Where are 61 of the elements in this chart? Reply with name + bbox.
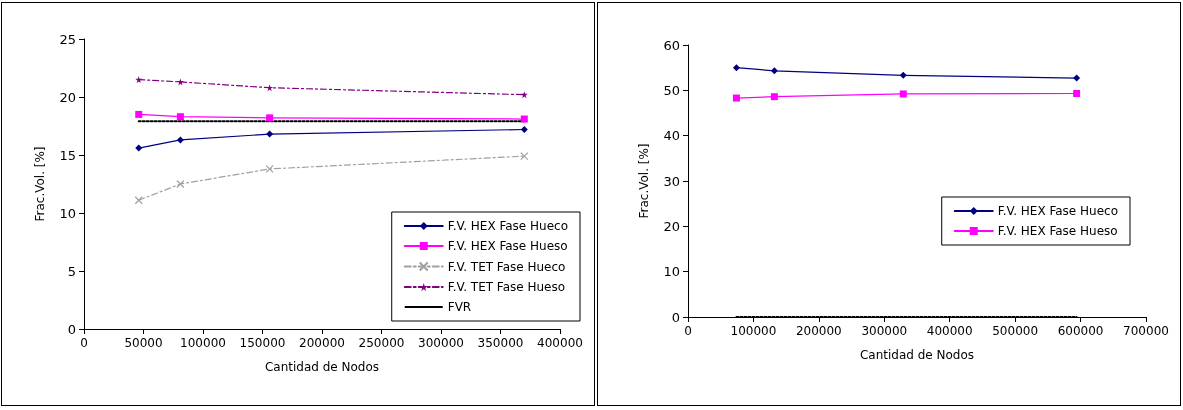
point (134, 196, 143, 205)
point (770, 67, 778, 75)
point (732, 64, 740, 72)
x-tick-label: 200000 (299, 336, 345, 350)
x-tick-label: 200000 (795, 324, 842, 338)
y-tick-label: 20 (59, 89, 76, 105)
y-tick-label: 5 (67, 263, 76, 279)
x-tick-label: 300000 (861, 324, 908, 338)
x-axis-title: Cantidad de Nodos (264, 360, 380, 374)
y-tick-label: 30 (663, 173, 680, 189)
legend-label: F.V. TET Fase Hueco (447, 259, 566, 274)
point (135, 144, 143, 152)
point (1073, 74, 1081, 82)
legend-label: F.V. HEX Fase Hueco (997, 204, 1119, 218)
point (899, 90, 907, 98)
x-tick-label: 0 (80, 336, 88, 350)
x-tick-label: 700000 (1123, 324, 1169, 338)
point (732, 94, 740, 102)
x-tick-label: 100000 (730, 324, 777, 338)
legend-label: F.V. HEX Fase Hueco (447, 219, 569, 233)
legend-label: F.V. HEX Fase Hueso (997, 224, 1118, 238)
x-tick-label: 50000 (124, 336, 163, 350)
point (176, 113, 184, 121)
point (520, 125, 528, 133)
point (899, 71, 907, 79)
x-tick-label: 250000 (358, 336, 405, 350)
point (176, 136, 184, 144)
y-tick-label: 10 (663, 264, 680, 280)
x-tick-label: 0 (684, 324, 692, 338)
point (1073, 90, 1081, 98)
legend-label: FVR (447, 300, 472, 314)
y-tick-label: 40 (663, 128, 680, 144)
x-tick-label: 150000 (239, 336, 286, 350)
y-tick-label: 60 (663, 37, 680, 53)
y-tick-label: 0 (671, 309, 680, 325)
y-tick-label: 50 (663, 82, 680, 98)
y-tick-label: 10 (59, 205, 76, 221)
y-tick-label: 20 (663, 218, 680, 234)
x-tick-label: 400000 (537, 336, 583, 350)
x-tick-label: 600000 (1057, 324, 1104, 338)
y-axis-title: Frac.Vol. [%] (637, 143, 651, 219)
x-tick-label: 500000 (992, 324, 1039, 338)
point (266, 130, 274, 138)
x-axis-title: Cantidad de Nodos (859, 348, 975, 362)
point (176, 179, 185, 189)
x-tick-label: 100000 (180, 336, 226, 350)
y-tick-label: 25 (59, 31, 76, 47)
point (266, 114, 274, 122)
y-tick-label: 15 (59, 147, 76, 163)
y-axis-title: Frac.Vol. [%] (33, 146, 47, 222)
point (520, 152, 529, 161)
legend-label: F.V. TET Fase Hueso (447, 280, 566, 294)
x-tick-label: 350000 (477, 336, 524, 350)
point (176, 78, 184, 86)
point (135, 110, 143, 118)
x-tick-label: 400000 (926, 324, 973, 338)
point (265, 164, 274, 174)
point (520, 115, 528, 123)
point (770, 93, 778, 101)
legend-label: F.V. HEX Fase Hueso (447, 239, 568, 253)
x-tick-label: 300000 (418, 336, 464, 350)
